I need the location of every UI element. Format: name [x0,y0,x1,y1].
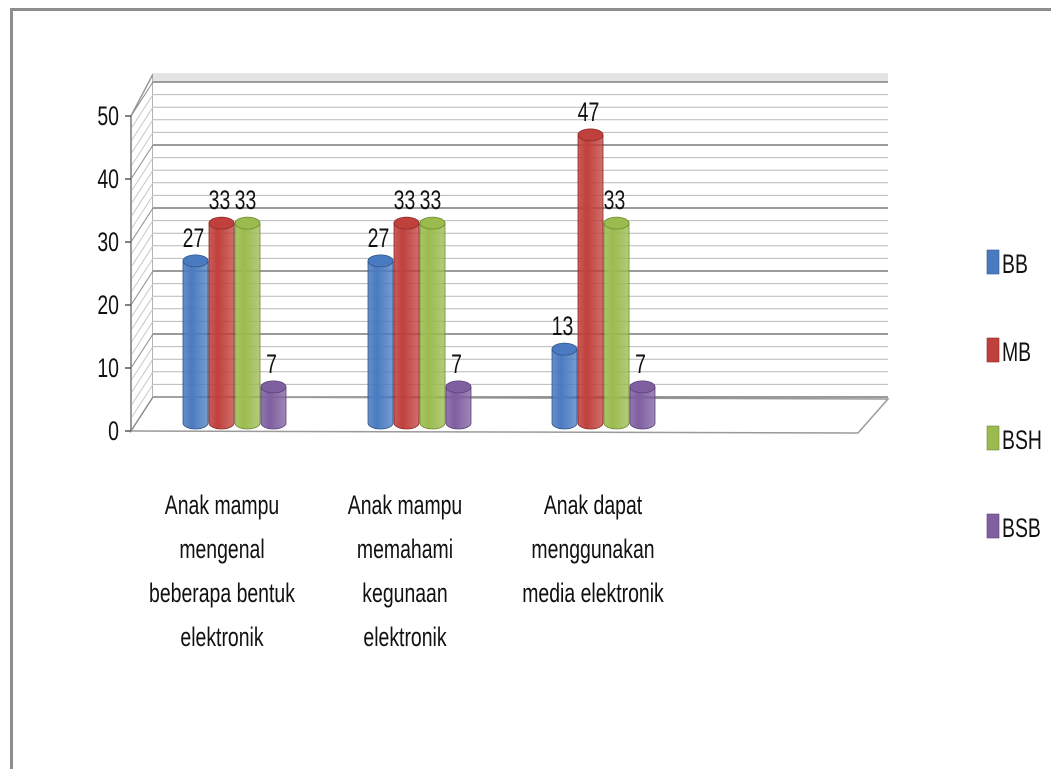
legend-label: MB [1002,337,1031,367]
data-label: 33 [394,185,416,215]
y-tick-label: 50 [97,101,119,131]
y-tick-label: 10 [97,353,119,383]
bar-bb-3 [551,342,578,430]
x-category-label: mengenal [179,534,264,564]
bar-bsb-3 [629,380,656,430]
x-category-label: elektronik [180,622,263,652]
data-label: 27 [183,223,205,253]
bar-bb-2 [367,254,394,430]
bars [182,128,656,430]
data-label: 27 [368,223,390,253]
x-category-label: memahami [357,534,453,564]
legend-label: BB [1002,249,1028,279]
y-tick-label: 0 [108,416,119,446]
x-category-label: media elektronik [522,578,664,608]
data-label: 7 [635,349,646,379]
data-label: 13 [552,311,574,341]
y-tick-label: 30 [97,227,119,257]
bar-bsb-2 [445,380,472,430]
y-tick-label: 40 [97,164,119,194]
legend-item-bb: BB [986,249,1028,279]
data-label: 33 [209,185,231,215]
data-label: 33 [604,185,626,215]
bar-bsh-1 [234,216,261,430]
data-label: 33 [235,185,257,215]
bar-bb-1 [182,254,209,430]
gridlines [130,73,888,432]
data-label: 47 [578,97,600,127]
legend-label: BSH [1002,425,1042,455]
x-category-label: kegunaan [362,578,447,608]
x-category-label: menggunakan [531,534,654,564]
x-category-label: Anak mampu [348,490,462,520]
legend: BB MB BSH BSB [986,249,1042,543]
bar-mb-3 [577,128,604,430]
legend-label: BSB [1002,513,1041,543]
legend-item-mb: MB [986,337,1031,367]
legend-item-bsh: BSH [986,425,1042,455]
data-label: 7 [451,349,462,379]
data-label: 7 [266,349,277,379]
y-axis: 0 10 20 30 40 50 [97,101,131,446]
chart-floor [130,116,890,434]
bar-bsb-1 [260,380,287,430]
x-axis-labels: Anak mampu mengenal beberapa bentuk elektro… [149,490,664,652]
bar-mb-2 [393,216,420,430]
bar-bsh-2 [419,216,446,430]
x-category-label: Anak dapat [544,490,643,520]
data-label: 33 [420,185,442,215]
y-tick-label: 20 [97,290,119,320]
x-category-label: Anak mampu [165,490,279,520]
x-category-label: elektronik [363,622,446,652]
bar-bsh-3 [603,216,630,430]
x-category-label: beberapa bentuk [149,578,295,608]
legend-item-bsb: BSB [986,513,1041,543]
bar-mb-1 [208,216,235,430]
